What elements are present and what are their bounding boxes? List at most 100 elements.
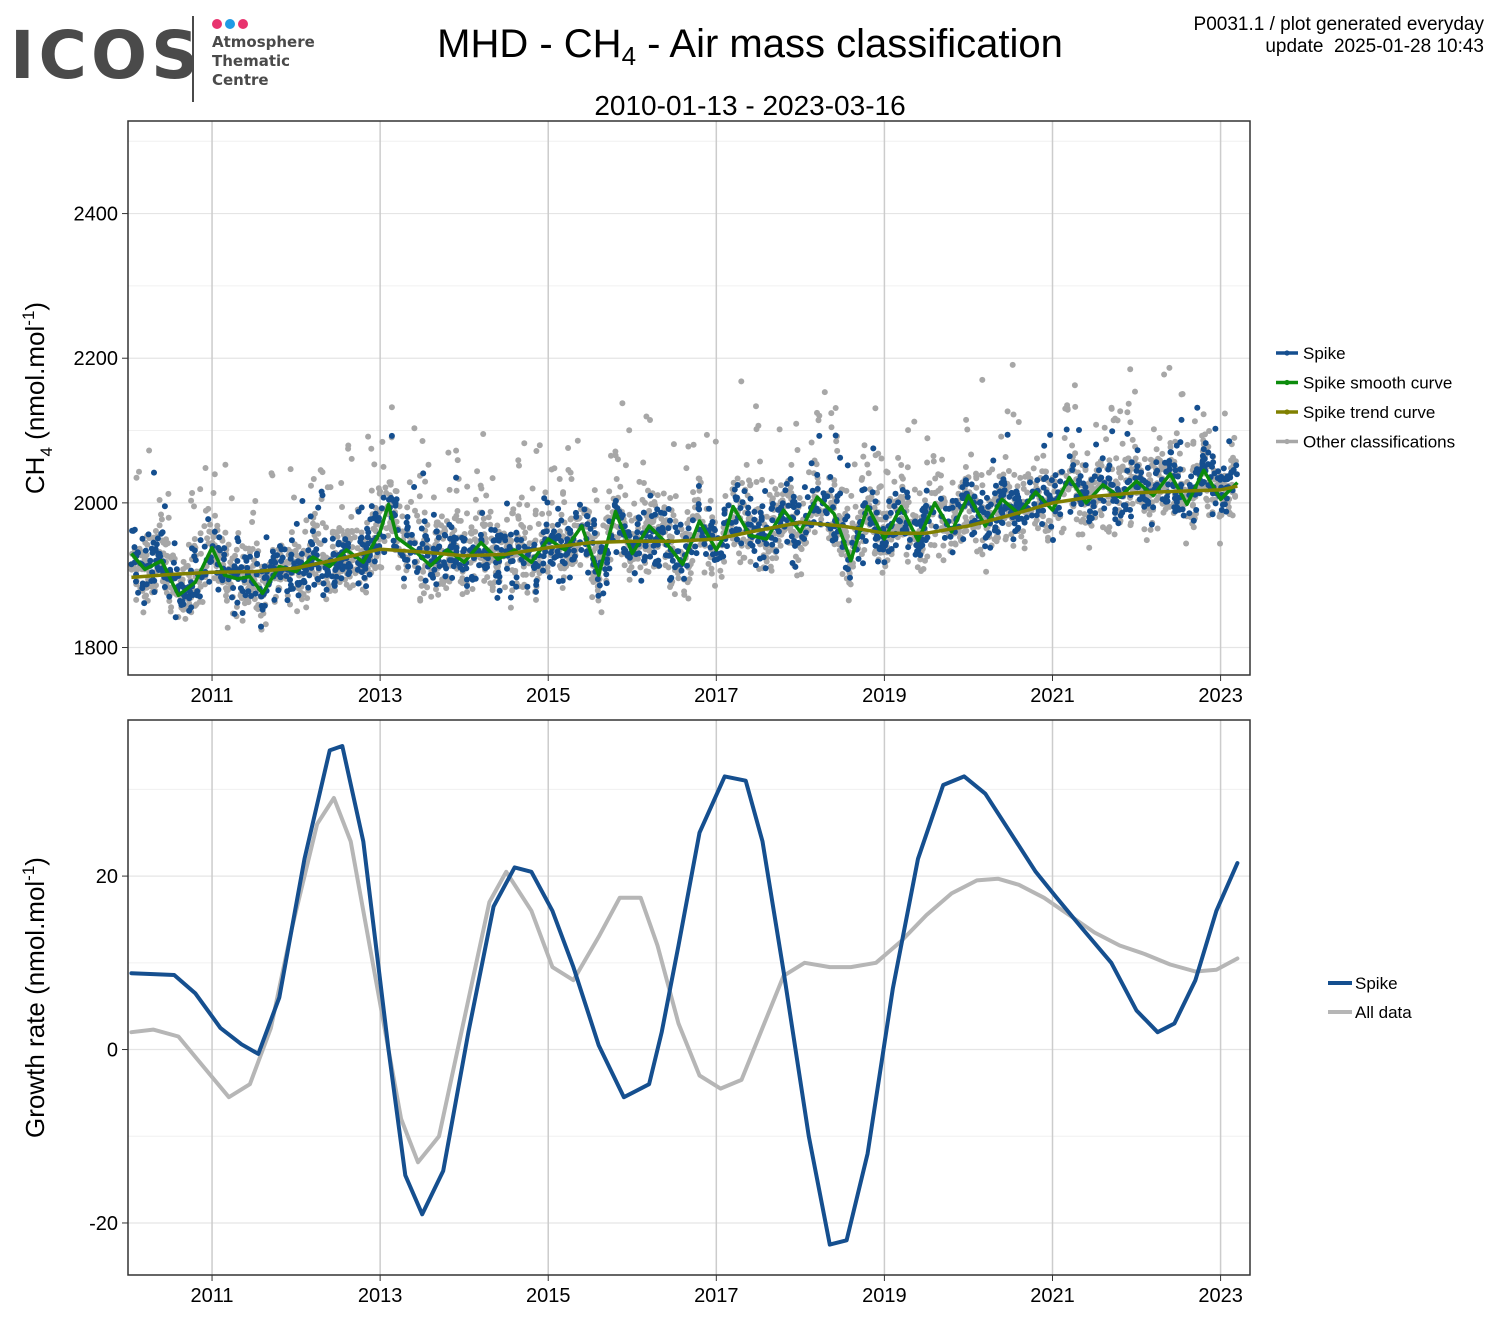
spike-point (860, 502, 867, 509)
other-point (464, 510, 470, 517)
other-point (940, 542, 947, 549)
spike-point (1166, 461, 1173, 468)
other-point (708, 565, 715, 572)
other-point (363, 589, 370, 596)
other-point (1098, 512, 1105, 519)
spike-point (883, 539, 889, 546)
spike-point (402, 556, 408, 563)
other-point (464, 483, 471, 490)
logo-dot-1 (212, 19, 222, 29)
spike-point (1057, 511, 1064, 518)
other-point (839, 571, 846, 577)
spike-point (555, 505, 562, 512)
other-point (532, 511, 539, 518)
spike-point (990, 457, 997, 464)
spike-point (1066, 453, 1073, 460)
spike-point (897, 518, 903, 525)
other-point (924, 435, 931, 442)
spike-point (533, 588, 539, 595)
spike-point (699, 533, 706, 540)
spike-point (145, 531, 152, 538)
spike-point (585, 569, 592, 576)
other-point (549, 522, 556, 529)
other-point (434, 571, 441, 578)
other-point (977, 546, 984, 553)
other-point (1017, 474, 1024, 481)
spike-point (892, 542, 899, 549)
other-point (1229, 512, 1236, 519)
spike-point (331, 580, 338, 587)
spike-point (194, 588, 201, 595)
other-point (685, 443, 692, 450)
spike-point (1063, 426, 1070, 433)
other-point (212, 512, 218, 519)
other-point (323, 524, 329, 531)
other-point (651, 499, 658, 505)
spike-point (875, 558, 881, 565)
spike-point (636, 550, 643, 557)
spike-point (755, 521, 762, 528)
other-point (776, 426, 783, 433)
other-point (1156, 435, 1163, 441)
spike-point (451, 534, 458, 541)
spike-point (460, 548, 467, 555)
spike-point (533, 578, 540, 584)
other-point (1072, 450, 1079, 457)
spike-point (558, 517, 565, 524)
other-point (617, 483, 624, 490)
other-point (287, 466, 294, 473)
other-point (480, 431, 487, 437)
other-point (1218, 512, 1225, 518)
other-point (930, 458, 937, 465)
spike-point (307, 539, 314, 545)
spike-point (790, 504, 797, 511)
other-point (419, 438, 426, 444)
spike-point (801, 484, 808, 491)
chart-title: MHD - CH4 - Air mass classification (250, 22, 1250, 72)
spike-point (284, 597, 291, 604)
spike-point (1128, 459, 1135, 466)
other-point (315, 530, 322, 537)
other-point (253, 604, 260, 611)
other-point (966, 508, 973, 515)
spike-point (603, 571, 610, 578)
spike-point (1134, 463, 1141, 470)
other-point (551, 465, 558, 472)
spike-point (1101, 505, 1108, 512)
spike-point (959, 484, 966, 491)
other-point (523, 571, 529, 578)
other-point (1230, 454, 1236, 461)
other-point (1166, 364, 1173, 371)
other-point (346, 584, 353, 591)
spike-point (837, 454, 844, 461)
other-point (911, 486, 918, 493)
spike-point (904, 494, 911, 500)
spike-point (380, 494, 387, 501)
spike-point (1215, 468, 1222, 475)
spike-point (888, 546, 895, 552)
spike-point (261, 563, 268, 570)
y-axis-label: Growth rate (nmol.mol-1) (19, 857, 50, 1138)
meta-line-2: update 2025-01-28 10:43 (1265, 36, 1484, 57)
spike-point (142, 547, 149, 554)
x-tick-label: 2021 (1030, 685, 1075, 707)
spike-point (859, 533, 866, 540)
spike-point (1052, 482, 1058, 489)
spike-point (906, 536, 913, 543)
other-point (683, 465, 690, 472)
spike-point (171, 540, 178, 547)
y-tick-label: -20 (89, 1213, 118, 1235)
title-suffix: - Air mass classification (636, 22, 1063, 66)
spike-point (1178, 416, 1185, 423)
spike-point (298, 550, 305, 557)
spike-point (404, 532, 410, 539)
spike-point (1013, 489, 1020, 495)
other-point (454, 457, 461, 464)
spike-point (305, 547, 312, 554)
spike-point (288, 537, 295, 544)
spike-point (496, 587, 503, 594)
other-point (591, 487, 598, 494)
spike-point (518, 537, 525, 543)
spike-point (245, 588, 252, 595)
spike-point (1226, 438, 1233, 445)
